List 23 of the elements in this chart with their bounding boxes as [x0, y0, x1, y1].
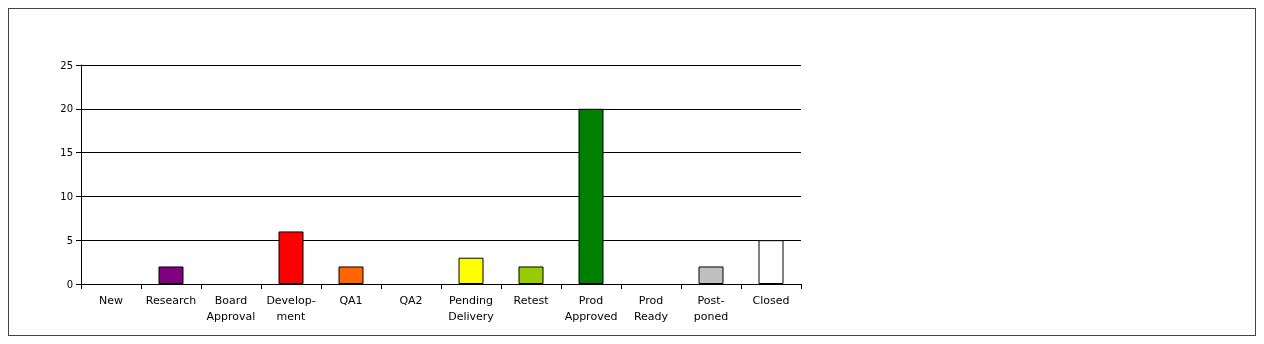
y-tick-label: 10	[60, 190, 73, 202]
x-tick-label: Pending Delivery	[448, 293, 495, 323]
bar	[698, 266, 724, 284]
x-tick-label: QA2	[399, 293, 423, 307]
x-tick-label: Closed	[752, 293, 790, 307]
y-tick-label: 15	[60, 147, 73, 159]
x-tick-label: Research	[145, 293, 197, 307]
x-tick-label: Prod Ready	[633, 293, 669, 323]
x-tick-label: Post- poned	[693, 293, 729, 323]
x-tick-label: Board Approval	[206, 293, 256, 323]
y-tick-label: 20	[60, 103, 73, 115]
y-tick-label: 0	[66, 278, 73, 290]
bar	[338, 266, 364, 284]
y-tick-label: 5	[66, 234, 73, 246]
bar	[518, 266, 544, 284]
y-tick-label: 25	[60, 59, 73, 71]
x-tick-label: New	[99, 293, 123, 307]
x-tick-label: Prod Approved	[564, 293, 618, 323]
x-tick-label: Develop- ment	[266, 293, 316, 323]
x-tick-label: Retest	[513, 293, 550, 307]
bar	[458, 257, 484, 284]
bar	[158, 266, 184, 284]
x-tick-label: QA1	[339, 293, 363, 307]
